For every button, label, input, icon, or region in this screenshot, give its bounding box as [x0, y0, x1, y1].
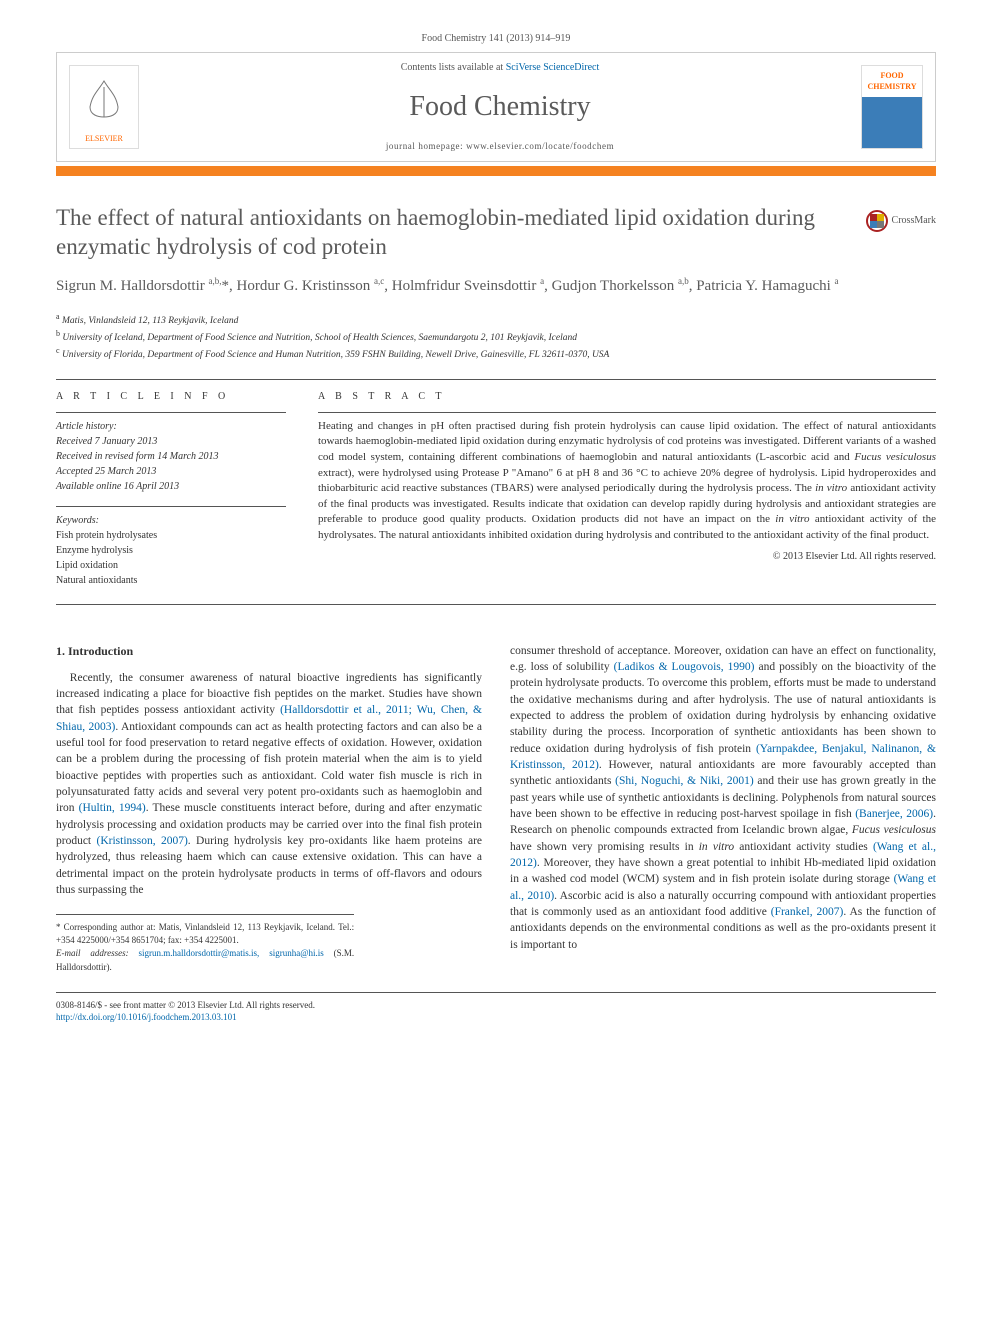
homepage-prefix: journal homepage: — [386, 141, 466, 151]
footnotes: * Corresponding author at: Matis, Vinlan… — [56, 914, 354, 973]
email-footnote: E-mail addresses: sigrun.m.halldorsdotti… — [56, 947, 354, 973]
affiliation-line: a Matis, Vinlandsleid 12, 113 Reykjavik,… — [56, 311, 936, 328]
divider — [56, 604, 936, 605]
abstract-copyright: © 2013 Elsevier Ltd. All rights reserved… — [318, 550, 936, 564]
article-title: The effect of natural antioxidants on ha… — [56, 204, 846, 262]
body-column-right: consumer threshold of acceptance. Moreov… — [510, 643, 936, 974]
article-info-column: A R T I C L E I N F O Article history: R… — [56, 390, 286, 588]
front-matter-line: 0308-8146/$ - see front matter © 2013 El… — [56, 999, 936, 1012]
journal-cover-thumbnail[interactable]: FOOD CHEMISTRY — [861, 65, 923, 149]
history-label: Article history: — [56, 419, 286, 434]
email-link[interactable]: sigrun.m.halldorsdottir@matis.is, sigrun… — [139, 948, 324, 958]
crossmark-label: CrossMark — [892, 214, 936, 228]
homepage-line: journal homepage: www.elsevier.com/locat… — [155, 140, 845, 153]
abstract-column: A B S T R A C T Heating and changes in p… — [318, 390, 936, 588]
history-line: Accepted 25 March 2013 — [56, 464, 286, 479]
email-label: E-mail addresses: — [56, 948, 129, 958]
keyword-line: Enzyme hydrolysis — [56, 543, 286, 558]
abstract-text: Heating and changes in pH often practise… — [318, 419, 936, 544]
authors-line: Sigrun M. Halldorsdottir a,b,*, Hordur G… — [56, 275, 936, 296]
keywords-block: Keywords: Fish protein hydrolysatesEnzym… — [56, 513, 286, 588]
divider — [56, 412, 286, 413]
crossmark-badge[interactable]: CrossMark — [866, 210, 936, 232]
orange-divider-bar — [56, 166, 936, 176]
journal-name: Food Chemistry — [155, 87, 845, 126]
abstract-label: A B S T R A C T — [318, 390, 936, 404]
affiliations: a Matis, Vinlandsleid 12, 113 Reykjavik,… — [56, 311, 936, 363]
citation-header: Food Chemistry 141 (2013) 914–919 — [56, 32, 936, 46]
elsevier-logo[interactable]: ELSEVIER — [69, 65, 139, 149]
body-paragraph: Recently, the consumer awareness of natu… — [56, 670, 482, 899]
body-column-left: 1. Introduction Recently, the consumer a… — [56, 643, 482, 974]
history-line: Available online 16 April 2013 — [56, 479, 286, 494]
divider — [318, 412, 936, 413]
masthead-center: Contents lists available at SciVerse Sci… — [155, 61, 845, 153]
doi-link[interactable]: http://dx.doi.org/10.1016/j.foodchem.201… — [56, 1011, 936, 1024]
affiliation-line: b University of Iceland, Department of F… — [56, 328, 936, 345]
homepage-url[interactable]: www.elsevier.com/locate/foodchem — [466, 141, 614, 151]
contents-prefix: Contents lists available at — [401, 62, 506, 73]
history-line: Received in revised form 14 March 2013 — [56, 449, 286, 464]
keyword-line: Fish protein hydrolysates — [56, 528, 286, 543]
body-paragraph: consumer threshold of acceptance. Moreov… — [510, 643, 936, 953]
cover-line1: FOOD — [880, 70, 903, 81]
keywords-label: Keywords: — [56, 513, 286, 528]
publisher-label: ELSEVIER — [85, 133, 123, 144]
keyword-line: Natural antioxidants — [56, 573, 286, 588]
article-info-label: A R T I C L E I N F O — [56, 390, 286, 404]
crossmark-icon — [866, 210, 888, 232]
cover-line2: CHEMISTRY — [867, 81, 916, 92]
elsevier-tree-icon — [84, 66, 124, 133]
divider — [56, 506, 286, 507]
keyword-line: Lipid oxidation — [56, 558, 286, 573]
history-line: Received 7 January 2013 — [56, 434, 286, 449]
section-heading: 1. Introduction — [56, 643, 482, 660]
divider — [56, 379, 936, 380]
affiliation-line: c University of Florida, Department of F… — [56, 345, 936, 362]
masthead: ELSEVIER Contents lists available at Sci… — [56, 52, 936, 162]
sciencedirect-link[interactable]: SciVerse ScienceDirect — [506, 62, 600, 73]
corresponding-author-footnote: * Corresponding author at: Matis, Vinlan… — [56, 921, 354, 947]
article-history: Article history: Received 7 January 2013… — [56, 419, 286, 494]
contents-line: Contents lists available at SciVerse Sci… — [155, 61, 845, 75]
bottom-copyright: 0308-8146/$ - see front matter © 2013 El… — [56, 992, 936, 1024]
